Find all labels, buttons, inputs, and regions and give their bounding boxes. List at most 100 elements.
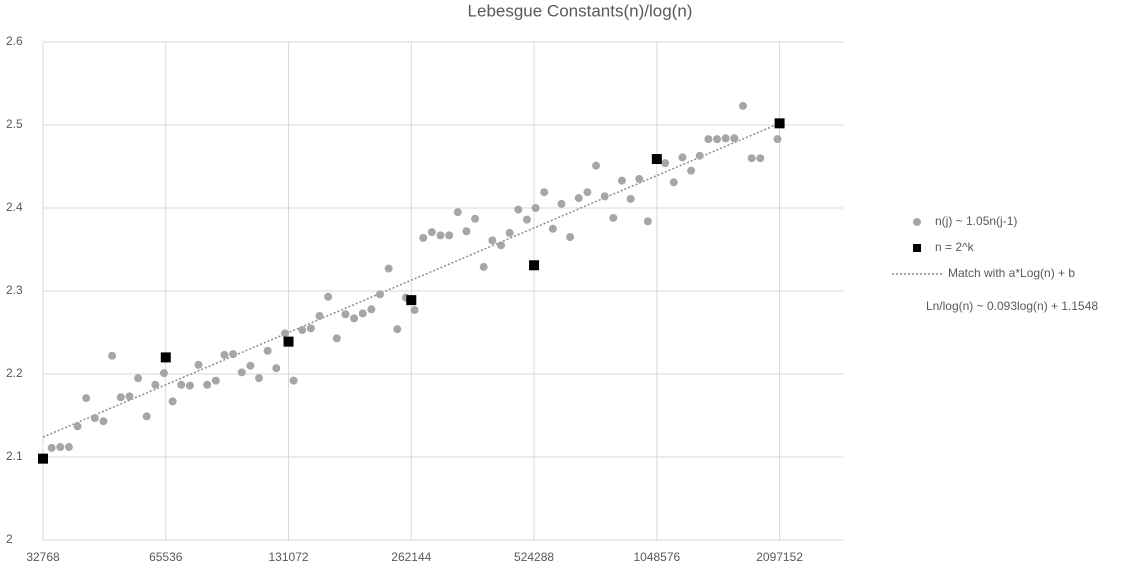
point bbox=[669, 178, 678, 187]
x-tick-label: 131072 bbox=[269, 550, 309, 564]
point bbox=[159, 369, 168, 378]
point bbox=[609, 213, 618, 222]
point bbox=[82, 394, 91, 403]
point bbox=[445, 231, 454, 240]
point bbox=[324, 292, 333, 301]
point bbox=[540, 188, 549, 197]
x-tick-label: 1048576 bbox=[633, 550, 680, 564]
point bbox=[263, 346, 272, 355]
point bbox=[393, 325, 402, 334]
legend-label: n = 2^k bbox=[935, 240, 975, 254]
point bbox=[427, 228, 436, 237]
point bbox=[99, 417, 108, 426]
point bbox=[738, 101, 747, 110]
point bbox=[47, 443, 56, 452]
point bbox=[358, 309, 367, 318]
trend-line bbox=[42, 122, 780, 438]
legend-label: Match with a*Log(n) + b bbox=[948, 266, 1075, 280]
point bbox=[73, 422, 82, 431]
point bbox=[687, 166, 696, 175]
square-point bbox=[38, 453, 48, 464]
x-tick-label: 524288 bbox=[514, 550, 554, 564]
point bbox=[592, 161, 601, 170]
point bbox=[704, 135, 713, 144]
point bbox=[548, 224, 557, 233]
point bbox=[600, 192, 609, 201]
point bbox=[419, 233, 428, 242]
point bbox=[626, 194, 635, 203]
point bbox=[471, 214, 480, 223]
square-point bbox=[406, 295, 417, 306]
x-tick-label: 32768 bbox=[26, 550, 60, 564]
point bbox=[643, 217, 652, 226]
point bbox=[678, 153, 687, 162]
point bbox=[168, 397, 177, 406]
point bbox=[617, 176, 626, 185]
x-tick-label: 2097152 bbox=[756, 550, 803, 564]
point bbox=[496, 241, 505, 250]
x-tick-label: 65536 bbox=[149, 550, 183, 564]
point bbox=[721, 134, 730, 143]
point bbox=[255, 374, 264, 383]
point bbox=[134, 374, 143, 383]
point bbox=[211, 376, 220, 385]
point bbox=[756, 154, 765, 163]
legend-symbol bbox=[913, 218, 921, 226]
point bbox=[505, 228, 514, 237]
point bbox=[203, 380, 212, 389]
point bbox=[280, 329, 289, 338]
point bbox=[488, 236, 497, 245]
annotation: Ln/log(n) ~ 0.093log(n) + 1.1548 bbox=[926, 299, 1098, 313]
legend-symbol bbox=[913, 244, 921, 252]
point bbox=[272, 364, 281, 373]
point bbox=[90, 413, 99, 422]
square-point bbox=[774, 118, 785, 129]
point bbox=[367, 305, 376, 314]
point bbox=[332, 334, 341, 343]
point bbox=[151, 380, 160, 389]
square-point bbox=[651, 154, 662, 165]
chart-title: Lebesgue Constants(n)/log(n) bbox=[468, 1, 693, 20]
point bbox=[229, 350, 238, 359]
point bbox=[479, 262, 488, 271]
point bbox=[713, 135, 722, 144]
point bbox=[410, 306, 419, 315]
point bbox=[56, 443, 65, 452]
point bbox=[64, 443, 73, 452]
point bbox=[376, 290, 385, 299]
square-point bbox=[529, 260, 540, 271]
y-tick-label: 2 bbox=[6, 532, 13, 546]
point bbox=[635, 174, 644, 183]
point bbox=[661, 159, 670, 168]
point bbox=[185, 381, 194, 390]
y-tick-label: 2.2 bbox=[6, 366, 23, 380]
point bbox=[695, 151, 704, 160]
square-point bbox=[160, 352, 171, 363]
x-tick-label: 262144 bbox=[391, 550, 431, 564]
point bbox=[177, 380, 186, 389]
point bbox=[315, 311, 324, 320]
y-tick-label: 2.3 bbox=[6, 283, 23, 297]
point bbox=[462, 227, 471, 236]
legend-label: n(j) ~ 1.05n(j-1) bbox=[935, 214, 1017, 228]
point bbox=[514, 205, 523, 214]
point bbox=[142, 412, 151, 421]
point bbox=[194, 360, 203, 369]
point bbox=[384, 264, 393, 273]
point bbox=[574, 194, 583, 203]
point bbox=[522, 215, 531, 224]
point bbox=[747, 154, 756, 163]
point bbox=[289, 376, 298, 385]
point bbox=[116, 393, 125, 402]
point bbox=[436, 231, 445, 240]
point bbox=[453, 208, 462, 217]
point bbox=[583, 188, 592, 197]
point bbox=[298, 326, 307, 335]
point bbox=[557, 199, 566, 208]
point bbox=[350, 314, 359, 323]
y-tick-label: 2.5 bbox=[6, 117, 23, 131]
y-tick-label: 2.1 bbox=[6, 449, 23, 463]
point bbox=[341, 310, 350, 319]
